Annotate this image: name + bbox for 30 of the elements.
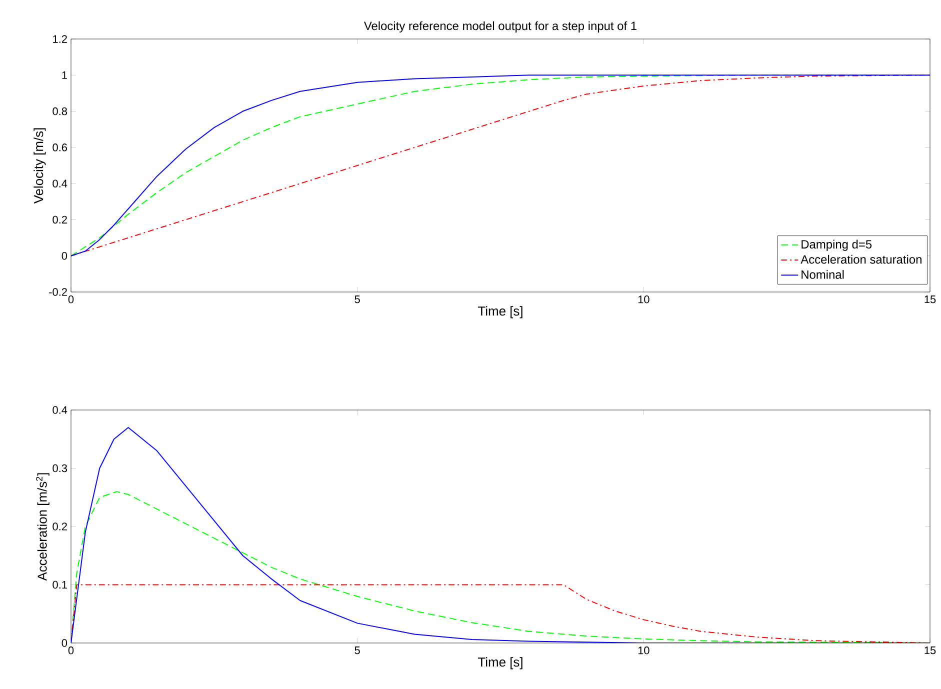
x-tick-label: 0: [68, 296, 74, 304]
y-tick-label: 0.4: [52, 180, 68, 188]
y-tick-label: 0.3: [52, 464, 67, 472]
y-tick-label: 0.6: [52, 144, 67, 152]
y-tick-label: 0.2: [52, 216, 67, 224]
x-axis-title: Time [s]: [478, 657, 522, 670]
y-tick-label: 0: [62, 252, 68, 260]
x-tick-label: 0: [68, 646, 74, 654]
x-tick-label: 5: [354, 296, 360, 304]
chart-title: Velocity reference model output for a step input of 1: [364, 21, 636, 32]
x-tick-label: 15: [924, 296, 936, 304]
y-tick-label: 0.8: [52, 107, 67, 116]
y-tick-label: 0.4: [52, 406, 68, 414]
x-tick-label: 15: [924, 646, 936, 654]
x-axis-title: Time [s]: [478, 306, 522, 318]
y-tick-label: 1: [62, 71, 67, 79]
y-axis-title: Velocity [m/s]: [34, 128, 46, 204]
legend-label: Acceleration saturation: [800, 254, 922, 264]
line-series: [71, 74, 930, 256]
y-tick-label: 0.1: [52, 580, 67, 589]
legend-label: Damping d=5: [802, 240, 872, 251]
y-tick-label: 0: [62, 639, 68, 647]
y-tick-label: 0.2: [52, 522, 67, 530]
y-tick-label: -0.2: [49, 288, 67, 296]
x-tick-label: 5: [354, 646, 360, 654]
legend-label: Nominal: [802, 270, 844, 279]
x-tick-label: 10: [638, 296, 650, 304]
y-axis-title: Acceleration [m/s$^{2}$]: [36, 473, 50, 581]
y-tick-label: 1.2: [53, 35, 67, 43]
x-tick-label: 10: [638, 646, 650, 654]
